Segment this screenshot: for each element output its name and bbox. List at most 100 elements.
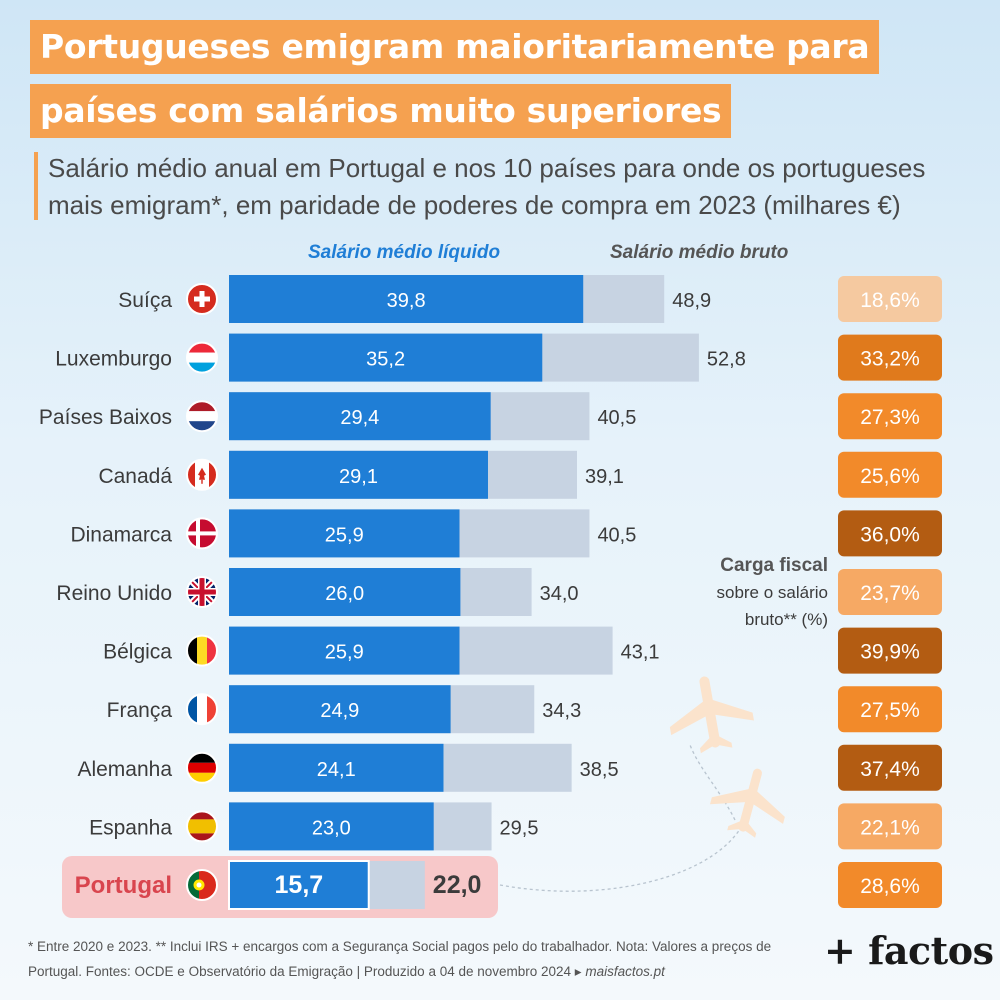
country-label: Países Baixos — [39, 406, 172, 429]
net-salary-bar — [229, 509, 460, 558]
tax-burden-badge — [838, 393, 942, 440]
canada-flag-icon — [186, 458, 218, 491]
country-row: França 24,9 34,3 27,5% — [107, 685, 942, 734]
tax-burden-value: 27,3% — [860, 406, 920, 429]
net-salary-bar — [229, 626, 460, 675]
net-salary-label: 29,4 — [340, 407, 379, 429]
tax-burden-value: 28,6% — [860, 875, 920, 898]
tax-burden-value: 25,6% — [860, 465, 920, 488]
country-row: Suíça 39,8 48,9 18,6% — [118, 275, 942, 323]
tax-burden-value: 18,6% — [860, 289, 920, 312]
net-salary-label: 15,7 — [275, 871, 324, 899]
net-salary-bar — [229, 802, 434, 851]
net-salary-bar — [229, 275, 584, 323]
net-salary-bar — [229, 392, 491, 441]
country-row: Canadá 29,1 39,1 25,6% — [98, 450, 942, 499]
country-row: Luxemburgo 35,2 52,8 33,2% — [55, 333, 942, 382]
net-salary-label: 26,0 — [325, 583, 364, 605]
tax-burden-badge — [838, 686, 942, 733]
net-salary-header: Salário médio líquido — [308, 242, 501, 263]
country-label: Suíça — [118, 289, 172, 312]
tax-burden-value: 33,2% — [860, 348, 920, 371]
airplane-icon — [709, 768, 785, 838]
country-row: Países Baixos 29,4 40,5 27,3% — [39, 392, 942, 441]
country-row: Portugal 15,7 22,0 28,6% — [75, 860, 942, 910]
gross-salary-label: 40,5 — [597, 407, 636, 429]
netherlands-flag-icon — [186, 400, 218, 433]
title-line-2: países com salários muito superiores — [30, 84, 732, 138]
tax-burden-value: 37,4% — [860, 758, 920, 781]
brand-logo: + factos — [824, 928, 994, 973]
net-salary-bar — [229, 333, 543, 382]
tax-burden-value: 36,0% — [860, 523, 920, 546]
country-label: Portugal — [75, 872, 172, 899]
country-label: França — [107, 699, 173, 722]
net-salary-label: 25,9 — [325, 524, 364, 546]
tax-burden-label: Carga fiscal sobre o salário bruto** (%) — [690, 552, 828, 633]
gross-salary-header: Salário médio bruto — [610, 242, 789, 263]
tax-burden-badge — [838, 510, 942, 557]
gross-salary-label: 40,5 — [597, 524, 636, 546]
gross-salary-label: 38,5 — [580, 759, 619, 781]
tax-burden-badge — [838, 276, 942, 322]
net-salary-bar — [229, 568, 461, 616]
country-label: Alemanha — [77, 758, 172, 781]
tax-burden-badge — [838, 569, 942, 615]
flight-path — [499, 819, 746, 892]
gross-salary-label: 29,5 — [500, 817, 539, 839]
country-label: Luxemburgo — [55, 348, 172, 371]
net-salary-bar — [228, 860, 370, 910]
tax-burden-badge — [838, 744, 942, 791]
net-salary-bar — [229, 743, 444, 792]
net-salary-label: 35,2 — [366, 349, 405, 371]
net-salary-label: 23,0 — [312, 817, 351, 839]
net-salary-bar — [229, 450, 488, 499]
country-row: Reino Unido 26,0 34,0 23,7% — [56, 568, 942, 616]
denmark-flag-icon — [186, 517, 218, 550]
net-salary-label: 39,8 — [387, 290, 426, 312]
country-row: Bélgica 25,9 43,1 39,9% — [103, 626, 942, 675]
subtitle-accent-bar — [34, 152, 38, 220]
gross-salary-label: 52,8 — [707, 349, 746, 371]
gross-salary-label: 34,0 — [540, 583, 579, 605]
france-flag-icon — [186, 693, 218, 726]
switzerland-flag-icon — [186, 283, 218, 315]
flight-path — [689, 744, 736, 821]
tax-burden-badge — [838, 803, 942, 850]
luxembourg-flag-icon — [186, 341, 218, 374]
uk-flag-icon — [186, 576, 218, 608]
subtitle: Salário médio anual em Portugal e nos 10… — [48, 153, 926, 220]
germany-flag-icon — [186, 751, 218, 784]
gross-salary-label: 48,9 — [672, 290, 711, 312]
tax-burden-badge — [838, 451, 942, 498]
net-salary-label: 29,1 — [339, 466, 378, 488]
tax-burden-badge — [838, 627, 942, 674]
spain-flag-icon — [186, 810, 218, 843]
gross-salary-label: 39,1 — [585, 466, 624, 488]
tax-burden-subtitle: sobre o salário bruto** (%) — [716, 583, 828, 629]
tax-burden-value: 39,9% — [860, 641, 920, 664]
tax-burden-value: 22,1% — [860, 816, 920, 839]
footnote-text: * Entre 2020 e 2023. ** Inclui IRS + enc… — [28, 939, 772, 979]
country-row: Alemanha 24,1 38,5 37,4% — [77, 743, 942, 792]
belgium-flag-icon — [186, 634, 218, 667]
portugal-flag-icon — [186, 869, 218, 901]
tax-burden-badge — [838, 862, 942, 908]
net-salary-label: 25,9 — [325, 642, 364, 664]
source-link[interactable]: maisfactos.pt — [585, 964, 665, 979]
net-salary-label: 24,9 — [320, 700, 359, 722]
gross-salary-label: 34,3 — [542, 700, 581, 722]
country-label: Bélgica — [103, 641, 172, 664]
country-label: Canadá — [98, 465, 172, 488]
footnote: * Entre 2020 e 2023. ** Inclui IRS + enc… — [28, 934, 808, 984]
title-line-1: Portugueses emigram maioritariamente par… — [30, 20, 880, 74]
gross-salary-label: 22,0 — [433, 871, 482, 899]
country-row: Dinamarca 25,9 40,5 36,0% — [70, 509, 942, 558]
gross-salary-label: 43,1 — [621, 642, 660, 664]
country-label: Reino Unido — [56, 582, 172, 605]
country-label: Espanha — [89, 816, 172, 839]
tax-burden-title: Carga fiscal — [720, 555, 828, 576]
net-salary-bar — [229, 685, 451, 734]
tax-burden-value: 27,5% — [860, 699, 920, 722]
